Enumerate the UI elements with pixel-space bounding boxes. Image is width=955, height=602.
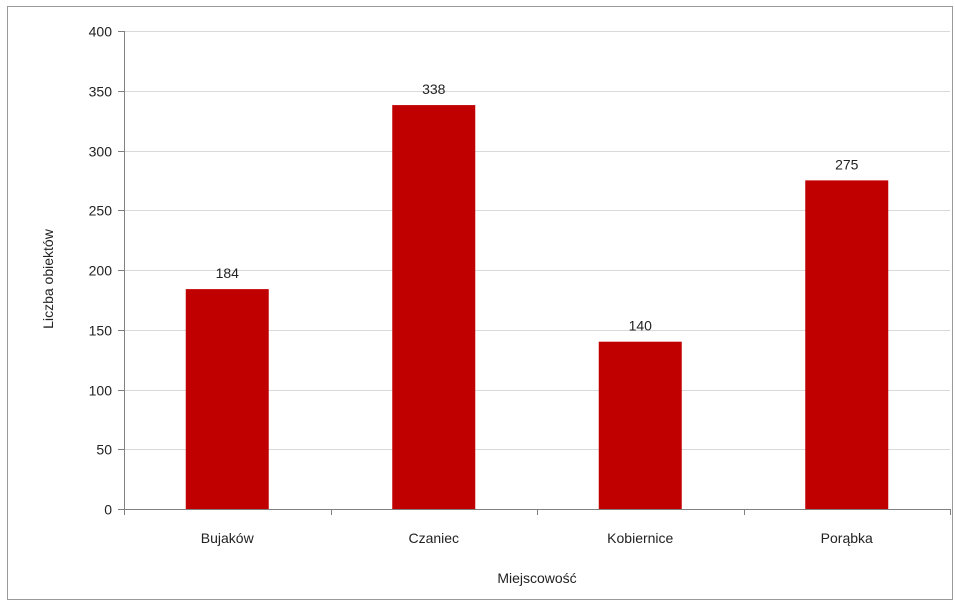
- data-labels: 184 338 140 275: [216, 81, 859, 334]
- x-category-label: Kobiernice: [607, 530, 673, 546]
- y-tick-label: 150: [89, 323, 113, 339]
- axes: [118, 31, 951, 515]
- x-category-label: Czaniec: [408, 530, 459, 546]
- x-category-label: Porąbka: [821, 530, 873, 546]
- data-label: 338: [422, 81, 446, 97]
- data-label: 140: [629, 318, 653, 334]
- bar-bujaków: [185, 289, 269, 509]
- y-tick-label: 100: [89, 383, 113, 399]
- y-tick-label: 50: [96, 442, 112, 458]
- bar-czaniec: [392, 105, 476, 509]
- x-category-labels: Bujaków Czaniec Kobiernice Porąbka: [201, 530, 873, 546]
- y-tick-labels: 0 50 100 150 200 250 300 350 400: [89, 24, 113, 518]
- bar-porąbka: [805, 180, 889, 509]
- chart-frame: [7, 6, 953, 600]
- y-axis-title: Liczba obiektów: [40, 228, 56, 329]
- y-tick-label: 0: [104, 502, 112, 518]
- bars: [185, 105, 889, 509]
- y-tick-label: 200: [89, 263, 113, 279]
- y-tick-label: 300: [89, 144, 113, 160]
- y-tick-label: 250: [89, 203, 113, 219]
- bar-kobiernice: [598, 341, 682, 509]
- data-label: 184: [216, 265, 240, 281]
- y-tick-label: 400: [89, 24, 113, 40]
- data-label: 275: [835, 156, 859, 172]
- y-tick-label: 350: [89, 84, 113, 100]
- x-axis-title: Miejscowość: [497, 570, 576, 586]
- x-category-label: Bujaków: [201, 530, 255, 546]
